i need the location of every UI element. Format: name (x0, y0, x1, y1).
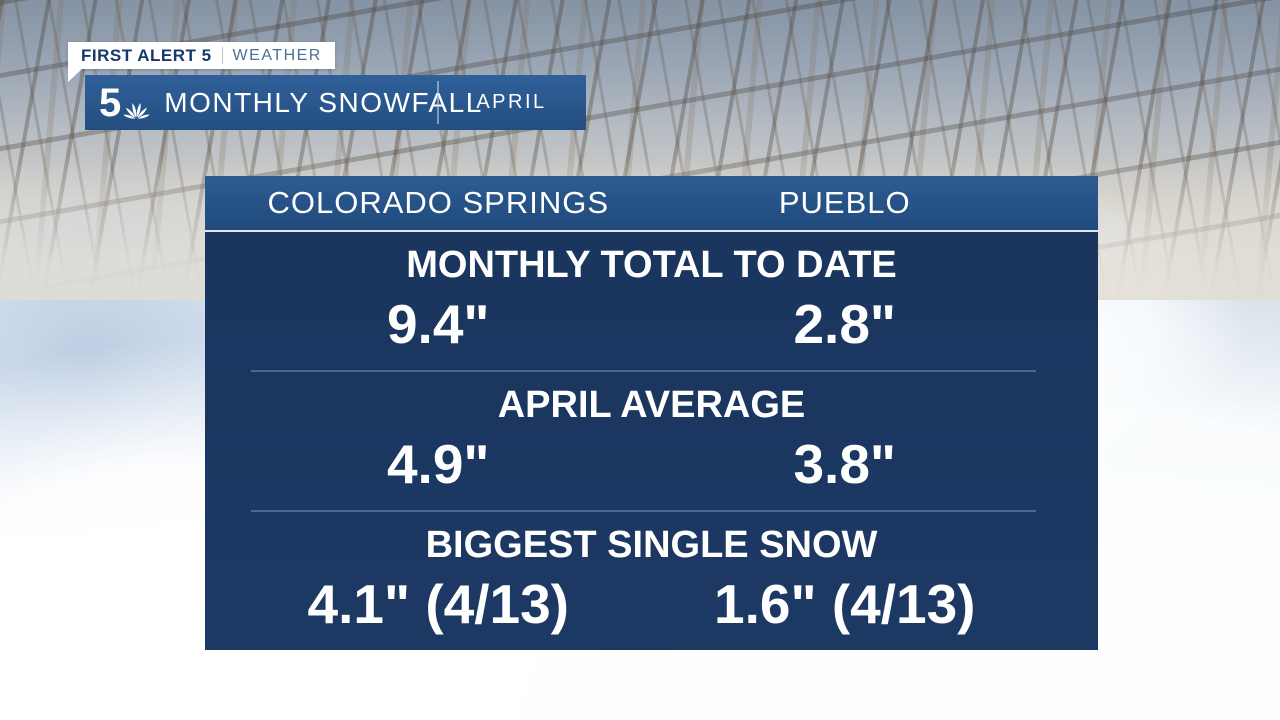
badge-separator (221, 47, 223, 64)
channel-number: 5 (99, 80, 122, 125)
badge-brand-label: FIRST ALERT 5 (81, 45, 212, 65)
panel-header: COLORADO SPRINGS PUEBLO (205, 176, 1098, 232)
period-label: APRIL (476, 91, 547, 113)
value-pueblo: 2.8" (793, 292, 897, 355)
section-monthly-total: MONTHLY TOTAL TO DATE 9.4" 2.8" (205, 232, 1098, 370)
section-heading: APRIL AVERAGE (497, 384, 806, 426)
snowfall-panel: COLORADO SPRINGS PUEBLO MONTHLY TOTAL TO… (205, 176, 1098, 650)
section-divider (251, 370, 1036, 372)
column-header-pueblo: PUEBLO (778, 185, 911, 220)
title-label: MONTHLY SNOWFALL (164, 86, 483, 118)
value-pueblo: 1.6" (4/13) (714, 572, 976, 635)
section-values: 9.4" 2.8" (205, 287, 1098, 370)
section-biggest-single-snow: BIGGEST SINGLE SNOW 4.1" (4/13) 1.6" (4/… (205, 512, 1098, 650)
channel-5-logo: 5 (99, 80, 151, 125)
section-heading: BIGGEST SINGLE SNOW (425, 524, 878, 566)
value-pueblo: 3.8" (793, 432, 897, 495)
title-bar: 5 MONTHLY SNOWFALL APRIL (85, 75, 586, 130)
section-values: 4.1" (4/13) 1.6" (4/13) (205, 567, 1098, 650)
title-bar-divider (437, 81, 439, 124)
value-colorado-springs: 4.1" (4/13) (307, 572, 570, 635)
section-april-average: APRIL AVERAGE 4.9" 3.8" (205, 372, 1098, 510)
first-alert-badge: FIRST ALERT 5 WEATHER (68, 42, 335, 82)
panel-body: MONTHLY TOTAL TO DATE 9.4" 2.8" APRIL AV… (205, 232, 1098, 650)
column-header-colorado-springs: COLORADO SPRINGS (267, 185, 610, 220)
nbc-peacock-icon (123, 102, 151, 119)
section-heading: MONTHLY TOTAL TO DATE (406, 244, 897, 286)
badge-section-label: WEATHER (232, 46, 322, 64)
value-colorado-springs: 9.4" (386, 292, 490, 355)
section-divider (251, 510, 1036, 512)
value-colorado-springs: 4.9" (386, 432, 490, 495)
section-values: 4.9" 3.8" (205, 427, 1098, 510)
